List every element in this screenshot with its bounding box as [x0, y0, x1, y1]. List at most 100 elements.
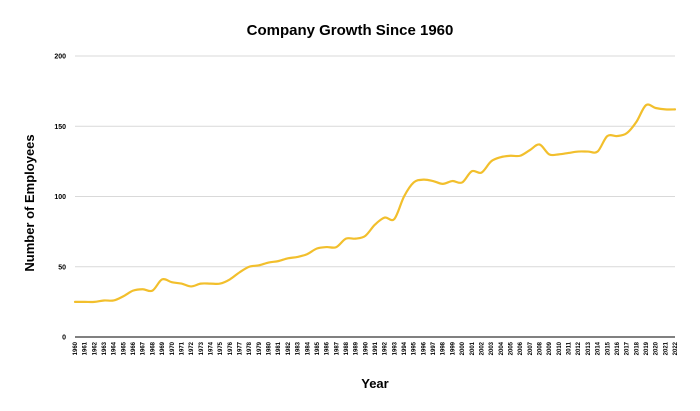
x-tick-label: 1991	[373, 341, 379, 355]
x-tick-label: 1987	[334, 341, 340, 355]
x-tick-label: 1985	[315, 341, 321, 355]
data-point-1976	[229, 278, 231, 280]
series-layer	[73, 103, 677, 304]
x-tick-label: 1961	[83, 341, 89, 355]
x-tick-label: 1963	[102, 341, 108, 355]
data-point-2012	[577, 150, 579, 152]
data-point-1999	[451, 180, 453, 182]
x-tick-label: 1975	[218, 341, 224, 355]
x-tick-label: 1988	[344, 341, 350, 355]
employees-series-line	[73, 103, 677, 304]
x-tick-label: 1979	[257, 341, 263, 355]
x-tick-label: 1981	[276, 341, 282, 355]
x-tick-label: 2011	[567, 341, 573, 355]
x-tick-label: 2020	[654, 341, 660, 355]
data-point-1981	[277, 260, 279, 262]
x-tick-label: 2006	[518, 341, 524, 355]
y-tick-label: 100	[54, 194, 66, 201]
x-tick-labels: 1960 1961 1962 1963 1964 1965 1966 1967 1968 1969…	[73, 341, 679, 355]
data-point-2022	[674, 108, 676, 110]
data-point-2011	[567, 152, 569, 154]
data-point-1994	[403, 195, 405, 197]
y-tick-label: 200	[54, 54, 66, 61]
x-tick-label: 1969	[160, 341, 166, 355]
data-point-1983	[296, 256, 298, 258]
data-point-1962	[93, 301, 95, 303]
x-tick-label: 1971	[179, 341, 185, 355]
data-point-2014	[596, 150, 598, 152]
x-tick-label: 1966	[131, 341, 137, 355]
x-tick-label: 1967	[141, 341, 147, 355]
x-tick-label: 1970	[170, 341, 176, 355]
data-point-1963	[103, 299, 105, 301]
x-tick-label: 1964	[112, 341, 118, 355]
data-point-1982	[287, 257, 289, 259]
x-tick-label: 2019	[644, 341, 650, 355]
data-point-2006	[519, 155, 521, 157]
data-point-2018	[635, 121, 637, 123]
data-point-2019	[645, 104, 647, 106]
data-point-1972	[190, 285, 192, 287]
x-tick-label: 2001	[470, 341, 476, 355]
x-tick-label: 2017	[625, 341, 631, 355]
data-point-1985	[316, 247, 318, 249]
data-point-1989	[355, 238, 357, 240]
x-tick-label: 1982	[286, 341, 292, 355]
x-tick-label: 2021	[663, 341, 669, 355]
data-point-1991	[374, 224, 376, 226]
data-point-2016	[616, 135, 618, 137]
data-point-1979	[258, 264, 260, 266]
x-tick-label: 1980	[267, 341, 273, 355]
data-point-1964	[113, 299, 115, 301]
data-point-1973	[200, 283, 202, 285]
y-tick-label: 150	[54, 124, 66, 131]
data-point-1970	[171, 281, 173, 283]
data-point-2007	[529, 149, 531, 151]
x-tick-label: 1968	[150, 341, 156, 355]
x-tick-label: 1972	[189, 341, 195, 355]
y-axis-label: Number of Employees	[22, 134, 37, 271]
data-point-1980	[267, 261, 269, 263]
x-tick-label: 2013	[586, 341, 592, 355]
data-point-1984	[306, 253, 308, 255]
data-point-1988	[345, 238, 347, 240]
x-tick-label: 2008	[538, 341, 544, 355]
x-tick-label: 1976	[228, 341, 234, 355]
x-tick-label: 2000	[460, 341, 466, 355]
x-tick-label: 2004	[499, 341, 505, 355]
x-tick-label: 2003	[489, 341, 495, 355]
data-point-2008	[538, 143, 540, 145]
data-point-2003	[490, 160, 492, 162]
data-point-2010	[558, 153, 560, 155]
y-tick-label: 50	[58, 264, 66, 271]
data-point-1967	[142, 288, 144, 290]
x-tick-label: 1965	[121, 341, 127, 355]
x-tick-label: 2016	[615, 341, 621, 355]
x-tick-label: 2005	[508, 341, 514, 355]
data-point-1993	[393, 218, 395, 220]
data-point-1996	[422, 179, 424, 181]
data-point-2002	[480, 172, 482, 174]
x-tick-label: 2018	[634, 341, 640, 355]
data-point-1998	[442, 183, 444, 185]
data-point-2004	[500, 156, 502, 158]
x-tick-label: 1962	[92, 341, 98, 355]
x-tick-label: 1995	[412, 341, 418, 355]
y-tick-labels: 0 50 100 150 200	[54, 54, 66, 342]
data-point-1965	[122, 295, 124, 297]
data-point-1995	[413, 181, 415, 183]
x-tick-label: 1993	[392, 341, 398, 355]
x-tick-label: 1973	[199, 341, 205, 355]
x-tick-label: 1978	[247, 341, 253, 355]
data-point-1990	[364, 235, 366, 237]
data-point-1960	[74, 301, 76, 303]
x-tick-label: 1999	[450, 341, 456, 355]
data-point-1974	[209, 283, 211, 285]
x-tick-label: 1960	[73, 341, 79, 355]
x-tick-label: 1996	[421, 341, 427, 355]
x-tick-label: 1998	[441, 341, 447, 355]
data-point-2017	[626, 132, 628, 134]
x-tick-label: 1997	[431, 341, 437, 355]
data-point-1992	[384, 216, 386, 218]
data-point-1997	[432, 180, 434, 182]
